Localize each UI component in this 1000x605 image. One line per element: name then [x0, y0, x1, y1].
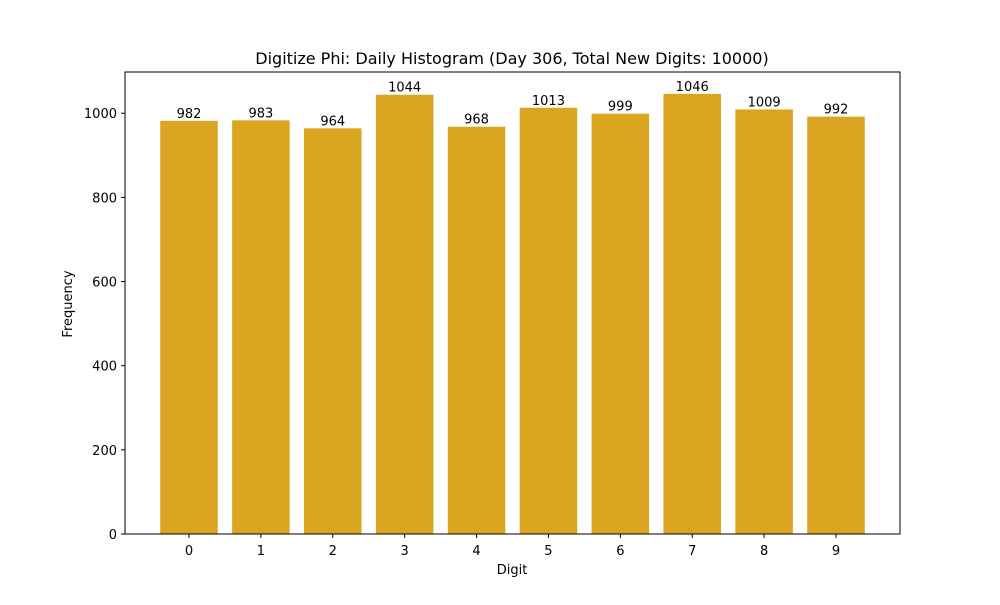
bar-digit-8 [735, 109, 793, 534]
x-tick-label: 4 [472, 544, 480, 559]
data-label-digit-4: 968 [464, 113, 489, 128]
data-label-digit-2: 964 [320, 114, 345, 129]
x-tick-label: 8 [760, 544, 768, 559]
bar-digit-9 [807, 116, 865, 535]
bar-digit-3 [375, 94, 434, 534]
data-label-digit-5: 1013 [532, 94, 565, 109]
bar-digit-2 [304, 128, 362, 534]
x-tick-label: 3 [401, 544, 409, 559]
bar-digit-6 [591, 113, 650, 535]
x-tick-label: 0 [185, 544, 193, 559]
data-label-digit-3: 1044 [388, 81, 421, 96]
bar-digit-5 [519, 107, 578, 535]
data-label-digit-0: 982 [177, 107, 202, 122]
y-tick-label: 600 [92, 276, 117, 291]
y-tick-label: 200 [92, 444, 117, 459]
bar-digit-4 [447, 126, 506, 534]
x-tick-label: 7 [688, 544, 696, 559]
bar-digit-1 [232, 120, 290, 535]
y-tick-label: 1000 [84, 107, 117, 122]
y-axis-label: Frequency [61, 270, 76, 337]
x-axis-label: Digit [497, 563, 528, 578]
y-axis-ticks: 0 200 400 600 800 1000 [84, 107, 125, 543]
y-tick-label: 0 [109, 528, 117, 543]
y-tick-label: 400 [92, 360, 117, 375]
bar-digit-0 [160, 120, 218, 534]
data-label-digit-9: 992 [824, 103, 849, 118]
data-label-digit-6: 999 [608, 100, 633, 115]
data-label-digit-8: 1009 [748, 95, 781, 110]
x-axis-ticks: 0 1 2 3 4 5 6 7 8 9 [185, 534, 840, 559]
x-tick-label: 2 [329, 544, 337, 559]
data-label-digit-7: 1046 [676, 80, 709, 95]
bars-group [160, 93, 865, 535]
data-label-digit-1: 983 [248, 106, 273, 121]
x-tick-label: 9 [832, 544, 840, 559]
x-tick-label: 5 [544, 544, 552, 559]
y-tick-label: 800 [92, 191, 117, 206]
chart-title: Digitize Phi: Daily Histogram (Day 306, … [255, 49, 768, 68]
plot-frame [124, 71, 901, 535]
x-tick-label: 1 [257, 544, 265, 559]
x-tick-label: 6 [616, 544, 624, 559]
bar-digit-7 [663, 93, 721, 534]
data-labels-group: 982 983 964 1044 968 1013 999 1046 1009 992 [177, 80, 849, 130]
